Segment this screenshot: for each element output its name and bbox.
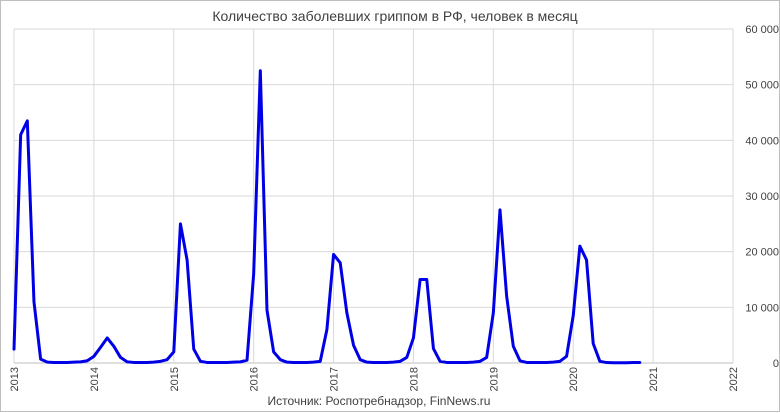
x-tick-label: 2013 (9, 367, 21, 391)
x-tick-label: 2019 (488, 367, 500, 391)
y-tick-label: 20 000 (745, 247, 779, 259)
x-tick-label: 2018 (408, 367, 420, 391)
x-tick-label: 2017 (329, 367, 341, 391)
x-tick-label: 2022 (728, 367, 740, 391)
y-tick-label: 40 000 (745, 135, 779, 147)
axes: 0 10 000 20 000 30 000 40 000 50 000 60 000 201… (9, 24, 779, 391)
y-tick-label: 30 000 (745, 191, 779, 203)
x-tick-label: 2021 (648, 367, 660, 391)
series-line (12, 69, 642, 365)
y-tick-label: 60 000 (745, 24, 779, 36)
y-tick-label: 10 000 (745, 302, 779, 314)
x-tick-label: 2016 (249, 367, 261, 391)
x-tick-label: 2020 (568, 367, 580, 391)
x-tick-label: 2014 (89, 367, 101, 391)
chart-source-note: Источник: Роспотребнадзор, FinNews.ru (268, 394, 491, 408)
chart-title: Количество заболевших гриппом в РФ, чело… (212, 8, 577, 24)
series-layer (12, 69, 642, 365)
grid (13, 28, 734, 364)
x-tick-label: 2015 (169, 367, 181, 391)
y-tick-label: 0 (773, 358, 779, 370)
y-tick-label: 50 000 (745, 80, 779, 92)
